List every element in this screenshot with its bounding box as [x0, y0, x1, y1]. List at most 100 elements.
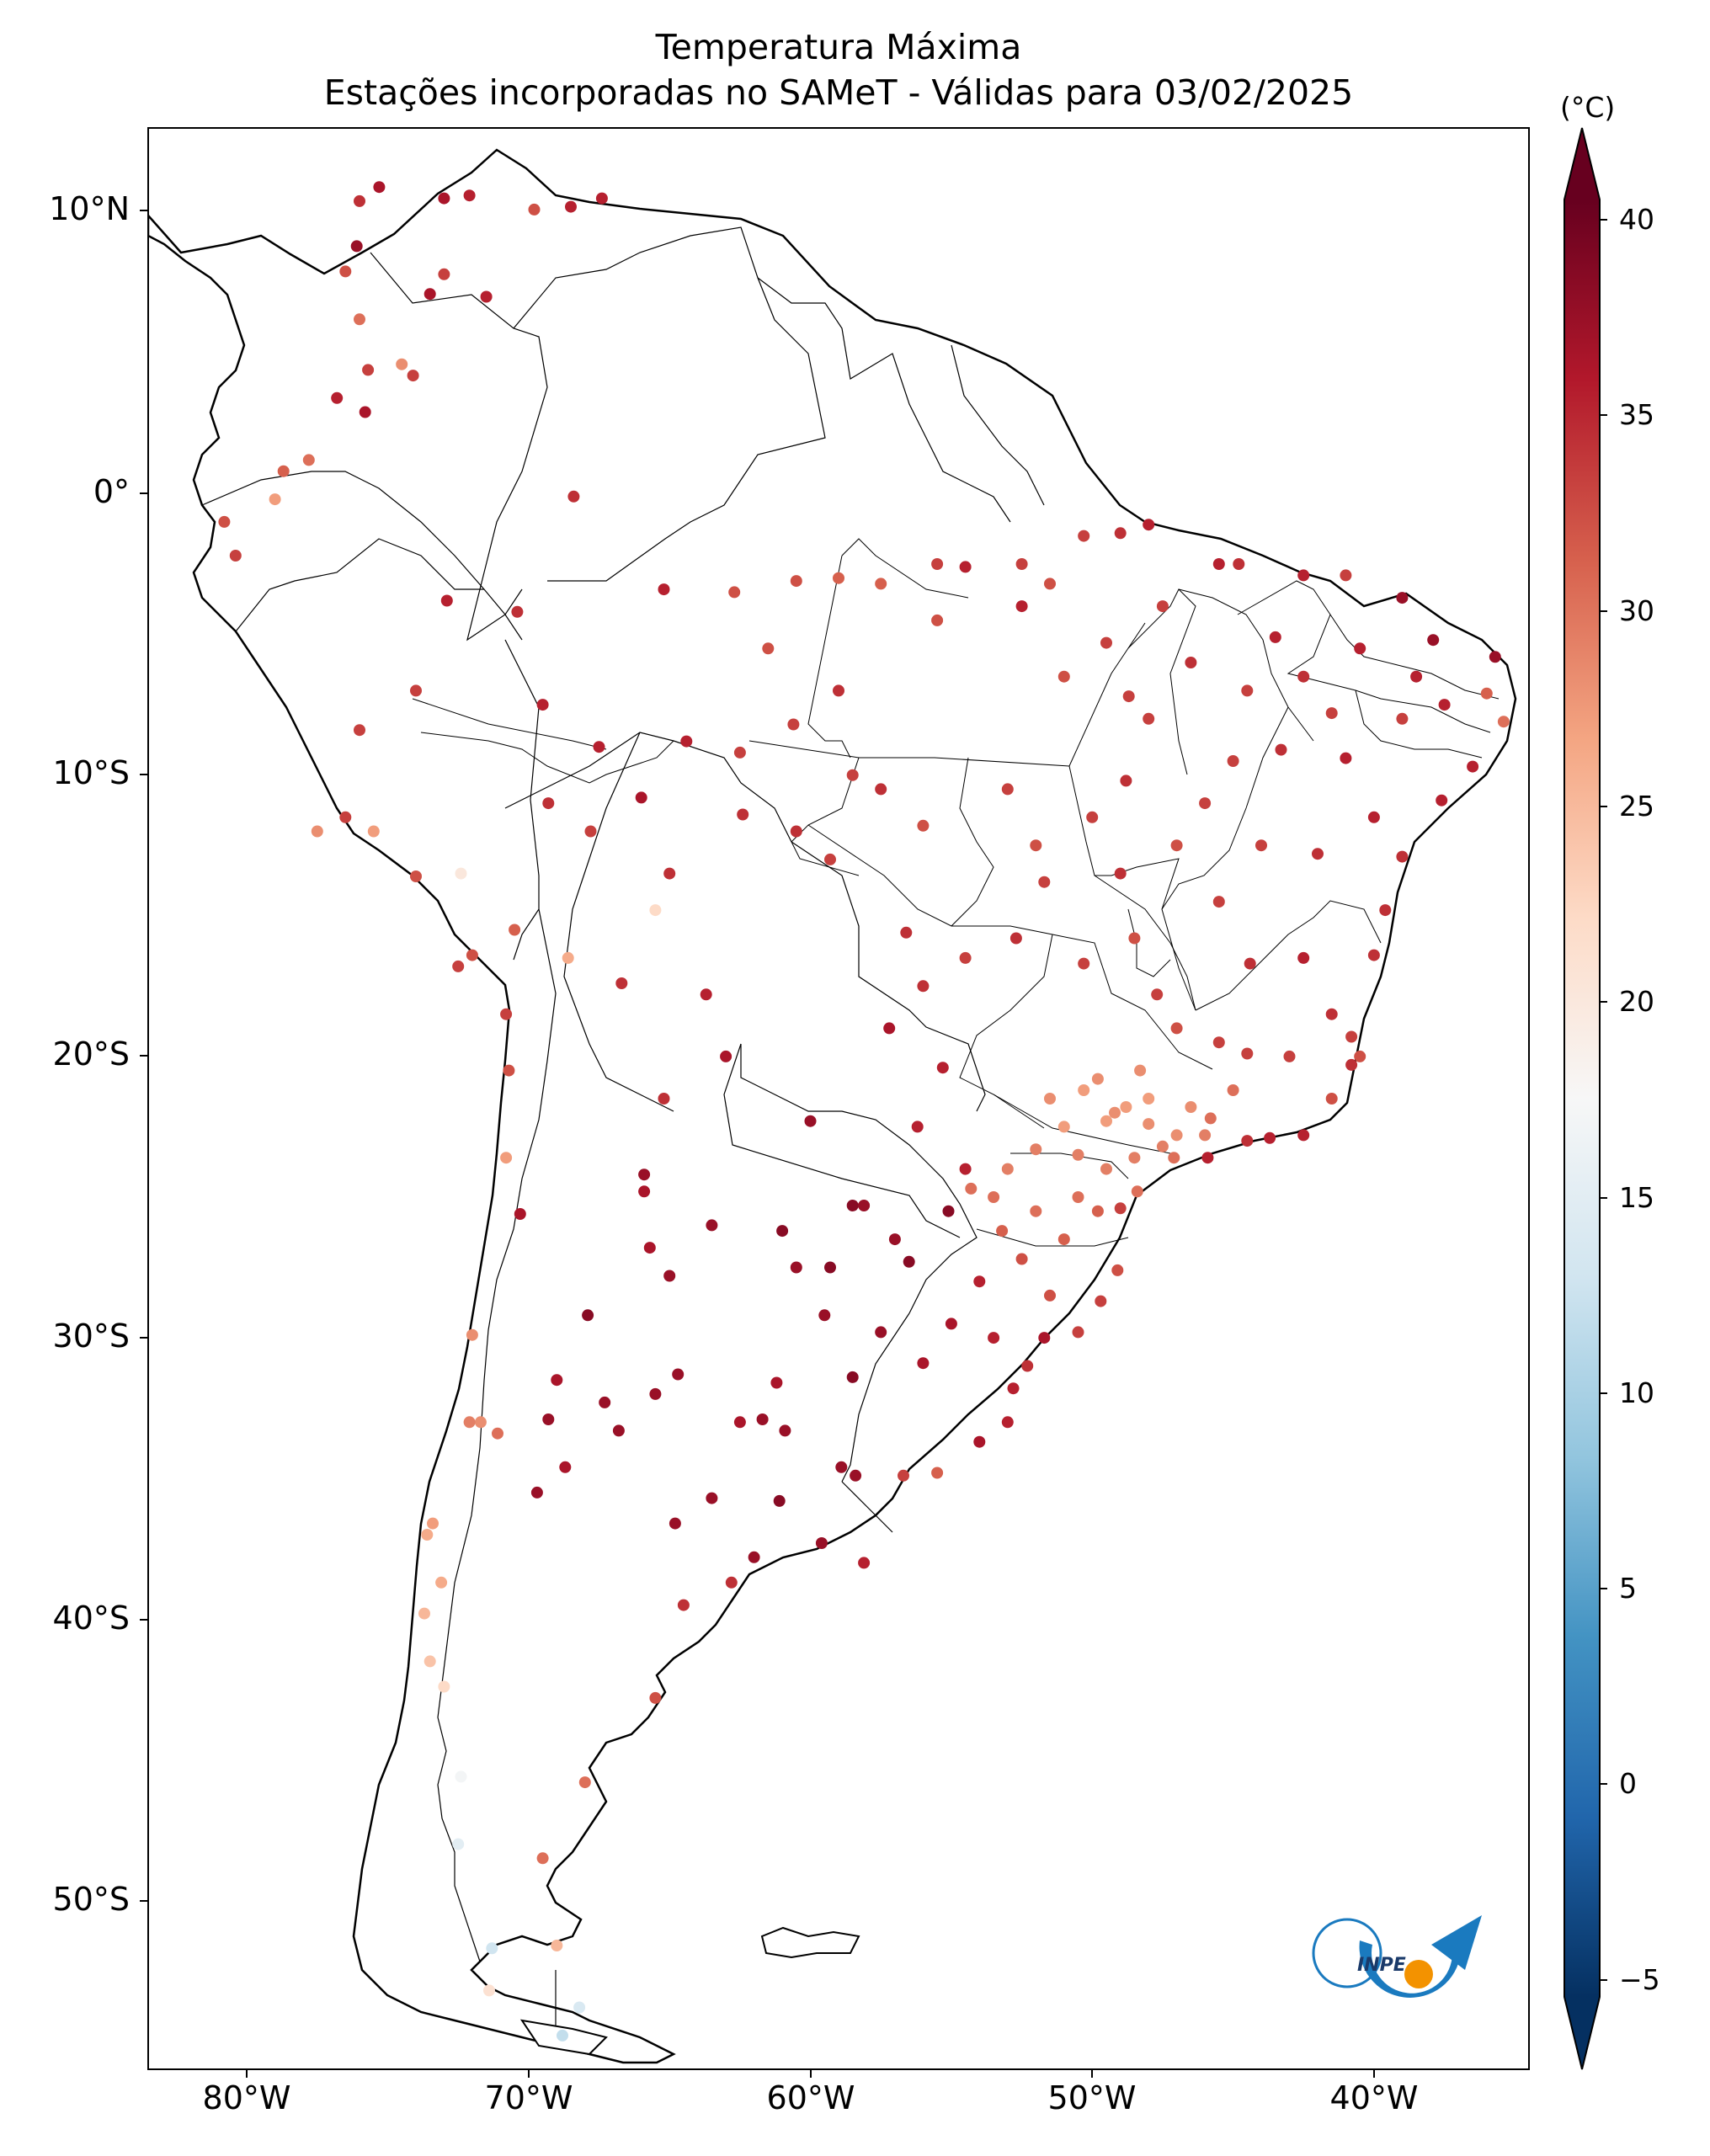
- station-point: [1038, 876, 1051, 888]
- station-point: [1436, 794, 1448, 807]
- station-point: [959, 951, 972, 964]
- station-point: [1111, 1264, 1124, 1276]
- lat-label: 0°: [93, 473, 130, 510]
- station-point: [1038, 1332, 1051, 1344]
- station-point: [1095, 1295, 1107, 1307]
- station-point: [748, 1551, 760, 1563]
- station-point: [1044, 1093, 1056, 1105]
- station-point: [672, 1368, 685, 1381]
- station-points: [218, 181, 1510, 2042]
- station-point: [1199, 1129, 1212, 1142]
- station-point: [1297, 951, 1310, 964]
- lat-label: 40°S: [52, 1600, 130, 1637]
- station-point: [1396, 712, 1409, 725]
- station-point: [720, 1050, 732, 1062]
- station-point: [1015, 1253, 1028, 1265]
- colorbar-tick: 35: [1619, 398, 1654, 431]
- station-point: [452, 960, 465, 972]
- station-point: [1497, 716, 1510, 728]
- station-point: [1340, 752, 1352, 764]
- station-point: [1170, 1022, 1183, 1035]
- colorbar-tick: 0: [1619, 1767, 1637, 1800]
- station-point: [888, 1233, 901, 1246]
- station-point: [1233, 558, 1245, 570]
- station-point: [354, 194, 365, 207]
- station-point: [418, 1607, 430, 1620]
- station-point: [1227, 1084, 1239, 1096]
- station-point: [562, 951, 574, 964]
- station-point: [846, 769, 859, 781]
- lon-label: 50°W: [1047, 2079, 1137, 2116]
- station-point: [1241, 1047, 1254, 1060]
- station-point: [824, 1261, 836, 1274]
- colorbar-tick: 10: [1619, 1376, 1654, 1409]
- station-point: [988, 1191, 1000, 1203]
- inpe-logo: [1312, 1915, 1482, 1998]
- station-point: [466, 949, 478, 961]
- station-point: [824, 853, 836, 865]
- station-point: [1212, 1036, 1225, 1049]
- station-point: [354, 313, 365, 326]
- station-point: [565, 200, 577, 213]
- station-point: [773, 1494, 786, 1507]
- station-point: [663, 1270, 676, 1282]
- colorbar: [1564, 127, 1607, 2070]
- station-point: [466, 1328, 478, 1341]
- station-point: [1396, 592, 1409, 604]
- station-point: [463, 189, 476, 202]
- station-point: [1156, 1140, 1169, 1153]
- station-point: [1030, 1143, 1042, 1156]
- station-point: [815, 1537, 828, 1549]
- station-point: [396, 358, 408, 370]
- station-point: [559, 1461, 572, 1473]
- station-point: [1354, 642, 1366, 655]
- axis-ticks: [140, 210, 1375, 2078]
- station-point: [1143, 1093, 1155, 1105]
- station-point: [1297, 1129, 1310, 1142]
- station-point: [542, 797, 555, 810]
- station-point: [1100, 1163, 1112, 1175]
- station-point: [1204, 1112, 1217, 1125]
- station-point: [567, 490, 580, 503]
- station-point: [776, 1225, 789, 1238]
- station-point: [858, 1200, 871, 1211]
- station-point: [480, 290, 493, 303]
- colorbar-tick: 5: [1619, 1572, 1637, 1605]
- station-point: [1367, 811, 1380, 823]
- station-point: [706, 1219, 718, 1232]
- station-point: [818, 1309, 831, 1322]
- station-point: [438, 268, 450, 280]
- station-point: [427, 1517, 439, 1530]
- station-point: [917, 819, 930, 832]
- colorbar-tick: 30: [1619, 594, 1654, 627]
- station-point: [511, 605, 524, 618]
- station-point: [578, 1776, 591, 1789]
- station-point: [421, 1529, 434, 1541]
- station-point: [530, 1486, 543, 1499]
- station-point: [1015, 600, 1028, 613]
- station-point: [410, 870, 422, 882]
- station-point: [725, 1576, 738, 1589]
- station-point: [835, 1461, 848, 1473]
- station-point: [883, 1022, 896, 1035]
- station-point: [996, 1225, 1009, 1238]
- station-point: [573, 2001, 586, 2014]
- station-point: [1480, 687, 1493, 700]
- station-point: [1072, 1148, 1084, 1161]
- colorbar-scale: [1564, 200, 1600, 1997]
- station-point: [638, 1168, 651, 1181]
- station-point: [514, 1208, 526, 1220]
- station-point: [354, 724, 365, 737]
- station-point: [492, 1427, 503, 1440]
- station-point: [551, 1940, 563, 1951]
- station-point: [1325, 707, 1338, 720]
- station-point: [1091, 1073, 1104, 1085]
- station-point: [1438, 699, 1451, 711]
- station-point: [1427, 634, 1440, 647]
- station-point: [1367, 949, 1380, 961]
- colorbar-unit: (°C): [1560, 91, 1616, 124]
- lat-label: 10°S: [52, 754, 130, 791]
- station-point: [302, 454, 315, 466]
- station-point: [1078, 530, 1090, 542]
- station-point: [1057, 1121, 1070, 1133]
